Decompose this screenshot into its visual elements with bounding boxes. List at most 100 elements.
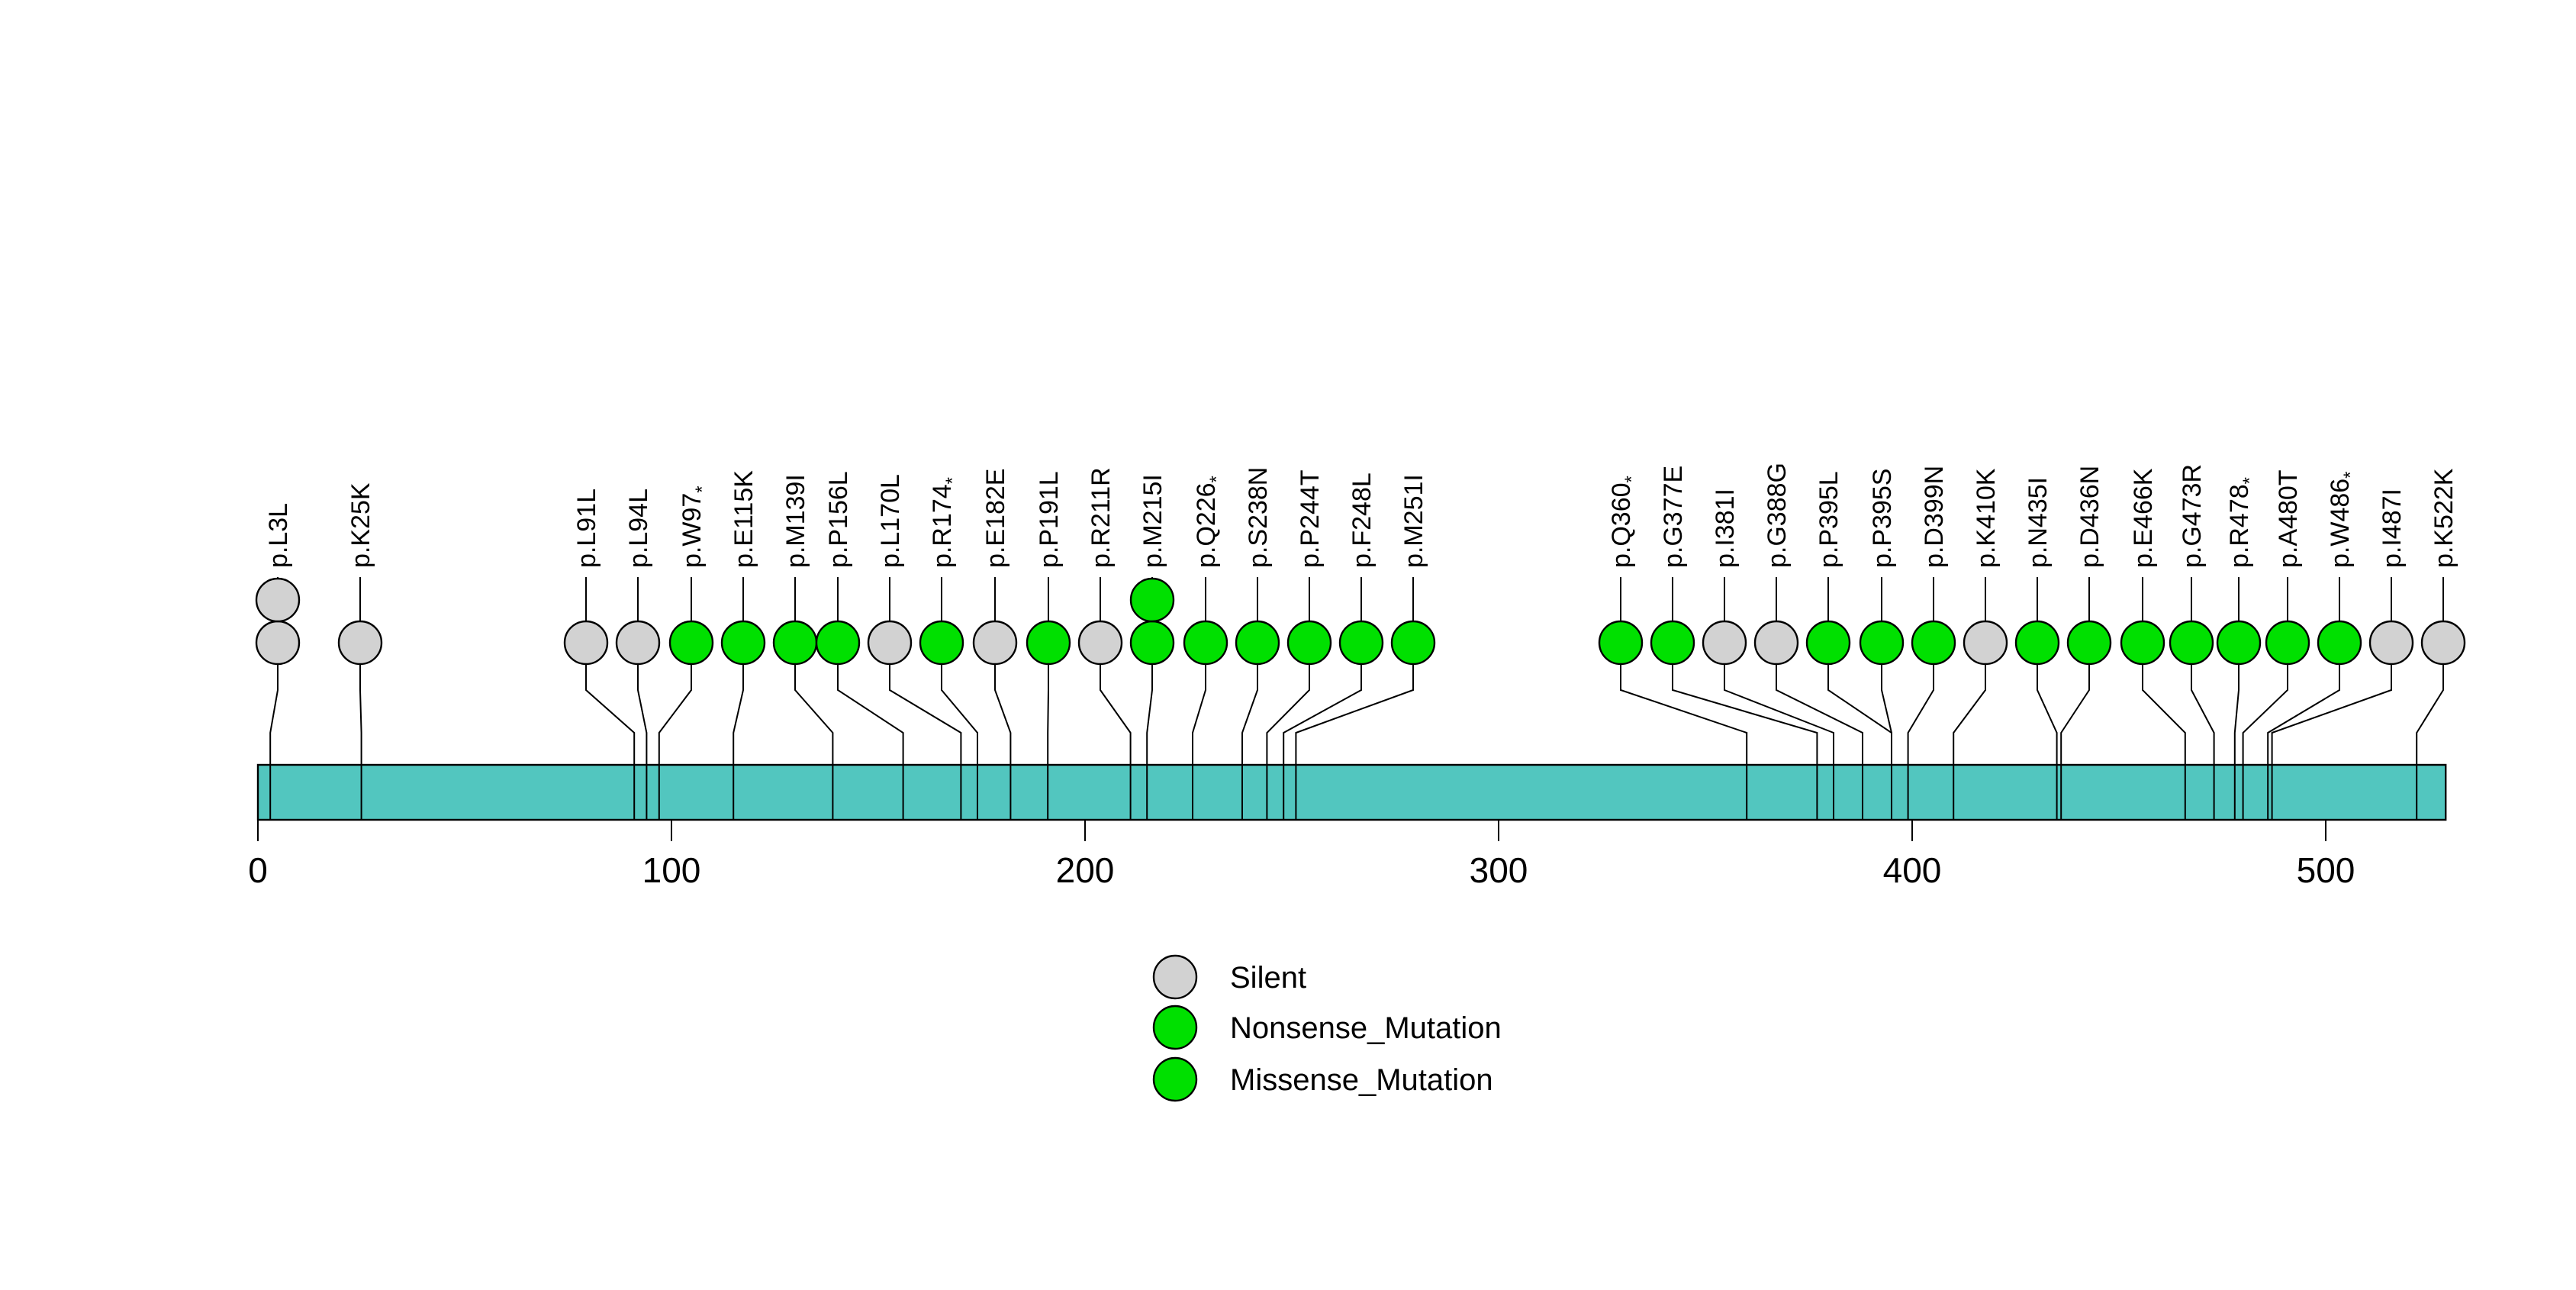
lollipop-circle-silent: [1702, 620, 1747, 666]
mutation-label: p.R174*: [928, 477, 963, 568]
legend-item-missense-mutation: Missense_Mutation: [1152, 1056, 1493, 1102]
lollipop-circle-silent: [615, 620, 661, 666]
mutation-label: p.Q226*: [1192, 476, 1227, 568]
lollipop-stem: [1620, 664, 1748, 820]
lollipop-stem: [837, 664, 904, 820]
lollipop-stem: [269, 664, 279, 820]
mutation-label: p.E182E: [981, 469, 1010, 568]
labels-layer: p.L3L p.K25K p.L91L p.L94L p.W97* p.E115K p.M1…: [264, 463, 2458, 568]
lollipop-circle-missense_mutation: [772, 620, 818, 666]
stems-layer: [269, 577, 2444, 820]
mutation-label: p.L91L: [572, 489, 601, 568]
mutation-label: p.R478*: [2225, 477, 2260, 568]
lollipop-circle-missense_mutation: [1286, 620, 1332, 666]
mutation-label: p.G388G: [1763, 463, 1792, 568]
lollipop-circle-nonsense_mutation: [919, 620, 964, 666]
lollipop-stem: [1295, 664, 1414, 820]
mutation-label: p.F248L: [1348, 472, 1377, 568]
lollipop-stem: [1724, 664, 1834, 820]
lollipop-circle-missense_mutation: [1129, 577, 1175, 623]
mutation-label: p.M215I: [1138, 474, 1167, 568]
mutation-label: p.P191L: [1035, 471, 1064, 568]
lollipop-circle-missense_mutation: [1650, 620, 1695, 666]
lollipop-stem: [1100, 664, 1132, 820]
lollipop-stem: [2271, 664, 2392, 820]
lollipop-circle-silent: [563, 620, 609, 666]
lollipop-circle-missense_mutation: [2066, 620, 2112, 666]
protein-bar: [256, 763, 2447, 821]
lollipop-stem: [1907, 664, 1934, 820]
lollipop-stem: [2142, 664, 2186, 820]
lollipop-stem: [1283, 664, 1362, 820]
axis-tick-label: 100: [642, 850, 701, 890]
mutation-label: p.P244T: [1296, 469, 1325, 568]
lollipop-circle-silent: [972, 620, 1018, 666]
lollipop-stem: [733, 664, 744, 820]
lollipop-circle-missense_mutation: [1911, 620, 1956, 666]
lollipop-circle-missense_mutation: [1026, 620, 1071, 666]
lollipop-stem: [637, 664, 648, 820]
lollipop-stem: [2233, 664, 2240, 820]
axis-tick-label: 0: [248, 850, 268, 890]
lollipop-circle-nonsense_mutation: [2216, 620, 2262, 666]
lollipop-circle-silent: [2368, 620, 2414, 666]
lollipop-circle-silent: [867, 620, 913, 666]
lollipop-circle-missense_mutation: [1338, 620, 1384, 666]
lollipop-circle-silent: [1963, 620, 2008, 666]
mutation-label: p.K410K: [1972, 468, 2001, 568]
lollipop-stem: [941, 664, 978, 820]
mutation-label: p.I381I: [1711, 489, 1740, 568]
lollipop-stem: [1881, 664, 1892, 820]
lollipop-circle-nonsense_mutation: [1183, 620, 1228, 666]
lollipop-circle-missense_mutation: [2265, 620, 2310, 666]
legend-label-missense-mutation: Missense_Mutation: [1230, 1063, 1493, 1097]
lollipop-circle-nonsense_mutation: [2317, 620, 2362, 666]
lollipop-stem: [2191, 664, 2215, 820]
lollipop-stem: [585, 664, 636, 820]
mutation-label: p.L3L: [264, 503, 293, 568]
lollipop-circle-nonsense_mutation: [1598, 620, 1644, 666]
mutation-label: p.M139I: [781, 474, 810, 568]
axis-tick-label: 300: [1470, 850, 1528, 890]
mutation-label: p.Q360*: [1607, 476, 1642, 568]
mutation-label: p.K522K: [2429, 468, 2458, 568]
mutation-label: p.W97*: [678, 485, 713, 568]
mutation-label: p.L94L: [624, 489, 653, 568]
lollipop-circle-silent: [337, 620, 383, 666]
mutation-label: p.G377E: [1659, 466, 1688, 568]
lollipop-stem: [1192, 664, 1206, 820]
lollipop-circle-missense_mutation: [1390, 620, 1436, 666]
mutation-label: p.P395L: [1814, 471, 1843, 568]
axis-tick-label: 400: [1883, 850, 1942, 890]
lollipop-circle-silent: [1077, 620, 1123, 666]
mutation-label: p.M251I: [1399, 474, 1428, 568]
lollipop-circle-missense_mutation: [720, 620, 766, 666]
lollipop-stem: [359, 664, 362, 820]
lollipop-circle-silent: [255, 577, 301, 623]
lollipop-circle-missense_mutation: [1859, 620, 1905, 666]
lollipop-circle-missense_mutation: [1235, 620, 1280, 666]
lollipop-stem: [889, 664, 962, 820]
mutation-label: p.L170L: [876, 474, 905, 568]
axis-tick-label: 500: [2297, 850, 2355, 890]
mutation-label: p.W486*: [2326, 471, 2361, 568]
lollipop-circle-missense_mutation: [2169, 620, 2214, 666]
lollipop-stem: [2037, 664, 2058, 820]
lollipop-stem: [1776, 664, 1863, 820]
lollipop-circle-missense_mutation: [1805, 620, 1851, 666]
lollipop-stem: [2267, 664, 2340, 820]
lollipop-stem: [1266, 664, 1310, 820]
lollipop-circle-silent: [255, 620, 301, 666]
mutation-label: p.I487I: [2378, 489, 2407, 568]
lollipop-circle-missense_mutation: [1129, 620, 1175, 666]
lollipop-stem: [1953, 664, 1986, 820]
lollipop-stem: [2416, 664, 2444, 820]
mutation-label: p.R211R: [1087, 467, 1116, 568]
lollipop-circle-missense_mutation: [815, 620, 861, 666]
legend-item-nonsense-mutation: Nonsense_Mutation: [1152, 1005, 1502, 1050]
lollipop-circle-missense_mutation: [2014, 620, 2060, 666]
lollipop-stem: [1146, 664, 1153, 820]
legend: Silent Nonsense_Mutation Missense_Mutati…: [1152, 954, 1502, 1102]
lollipop-stem: [1672, 664, 1818, 820]
